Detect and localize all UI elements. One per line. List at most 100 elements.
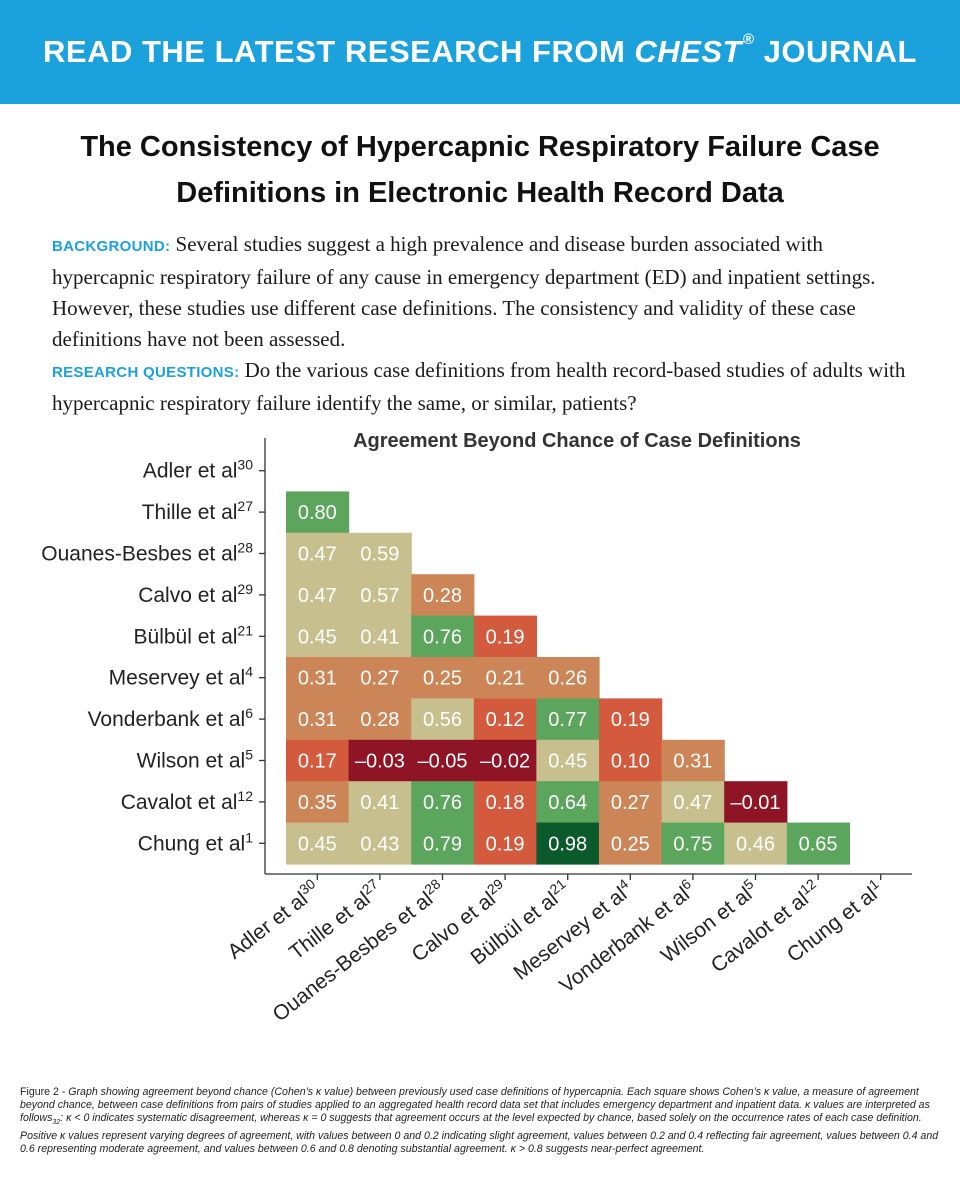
cell-value-label: 0.35 xyxy=(298,792,337,814)
heatmap-cell-8-6 xyxy=(661,781,725,824)
chart-title: Agreement Beyond Chance of Case Definiti… xyxy=(353,430,801,452)
cell-value-label: 0.26 xyxy=(548,668,587,690)
heatmap-cell-5-2 xyxy=(411,657,475,699)
heatmap-cell-9-3 xyxy=(473,822,537,865)
banner-headline: READ THE LATEST RESEARCH FROM CHEST® JOU… xyxy=(0,0,960,104)
cell-value-label: 0.45 xyxy=(298,833,337,855)
cell-value-label: 0.45 xyxy=(298,626,337,648)
cell-value-label: 0.57 xyxy=(360,585,399,607)
cell-value-label: 0.56 xyxy=(423,709,462,731)
heatmap-cell-5-1 xyxy=(348,657,412,699)
heatmap-cell-5-4 xyxy=(536,657,600,699)
heatmap-cell-4-1 xyxy=(348,615,412,658)
caption-ref: 32 xyxy=(52,1119,61,1127)
cell-value-label: –0.03 xyxy=(355,751,405,773)
cell-value-label: 0.45 xyxy=(548,751,587,773)
cell-value-label: 0.47 xyxy=(298,544,337,566)
cell-value-label: 0.80 xyxy=(298,502,337,524)
heatmap-cell-8-7 xyxy=(724,781,788,824)
heatmap-cell-7-4 xyxy=(536,739,600,782)
heatmap-cell-8-4 xyxy=(536,781,600,824)
cell-value-label: 0.77 xyxy=(548,709,587,731)
heatmap-cell-5-3 xyxy=(473,657,537,699)
cell-value-label: 0.12 xyxy=(486,709,525,731)
heatmap-cell-3-0 xyxy=(286,574,350,617)
research-questions-label: RESEARCH QUESTIONS: xyxy=(52,364,240,381)
y-tick-label: Thille et al27 xyxy=(142,498,254,524)
heatmap-cell-6-5 xyxy=(599,698,663,741)
heatmap-cell-5-0 xyxy=(286,657,350,699)
cell-value-label: 0.59 xyxy=(360,544,399,566)
y-tick-label: Bülbül et al21 xyxy=(134,622,254,648)
cell-value-label: 0.18 xyxy=(486,792,525,814)
heatmap-cell-7-6 xyxy=(661,739,725,782)
heatmap-cell-4-3 xyxy=(473,615,537,658)
cell-value-label: 0.25 xyxy=(611,833,650,855)
background-paragraph: BACKGROUND: Several studies suggest a hi… xyxy=(52,229,924,355)
cell-value-label: 0.28 xyxy=(423,585,462,607)
header-banner: READ THE LATEST RESEARCH FROM CHEST® JOU… xyxy=(0,0,960,104)
heatmap-cell-8-0 xyxy=(286,781,350,824)
heatmap-cell-8-3 xyxy=(473,781,537,824)
y-tick-label: Wilson et al5 xyxy=(137,747,254,773)
cell-value-label: 0.76 xyxy=(423,792,462,814)
background-label: BACKGROUND: xyxy=(52,238,171,255)
cell-value-label: 0.27 xyxy=(360,668,399,690)
heatmap-cell-6-2 xyxy=(411,698,475,741)
cell-value-label: 0.10 xyxy=(611,751,650,773)
y-tick-label: Ouanes-Besbes et al28 xyxy=(41,540,253,566)
cell-value-label: 0.28 xyxy=(360,709,399,731)
cell-value-label: 0.43 xyxy=(360,833,399,855)
cell-value-label: –0.05 xyxy=(417,751,467,773)
research-questions-paragraph: RESEARCH QUESTIONS: Do the various case … xyxy=(52,355,924,419)
heatmap-cell-7-5 xyxy=(599,739,663,782)
cell-value-label: –0.01 xyxy=(730,792,780,814)
y-tick-label: Calvo et al29 xyxy=(138,581,253,607)
heatmap-cell-9-8 xyxy=(786,822,850,865)
heatmap-cells: 0.80 0.47 0.59 0.47 0.57 0.28 0.45 0.41 0.76 0.19… xyxy=(286,491,850,865)
cell-value-label: 0.25 xyxy=(423,668,462,690)
cell-value-label: 0.46 xyxy=(736,833,775,855)
heatmap-cell-6-0 xyxy=(286,698,350,741)
y-tick-label: Meservey et al4 xyxy=(109,664,254,690)
cell-value-label: 0.47 xyxy=(673,792,712,814)
banner-journal-name: CHEST xyxy=(634,34,742,69)
y-tick-label: Adler et al30 xyxy=(143,457,253,483)
y-tick-label: Chung et al1 xyxy=(138,829,253,855)
heatmap-cell-9-6 xyxy=(661,822,725,865)
heatmap-cell-9-0 xyxy=(286,822,350,865)
registered-mark: ® xyxy=(742,31,755,48)
y-tick-label: Cavalot et al12 xyxy=(121,788,254,814)
cell-value-label: 0.64 xyxy=(548,792,587,814)
heatmap-cell-2-1 xyxy=(348,532,412,575)
cell-value-label: 0.76 xyxy=(423,626,462,648)
heatmap-cell-4-0 xyxy=(286,615,350,658)
heatmap-cell-7-1 xyxy=(348,739,412,782)
banner-text-part1: READ THE LATEST RESEARCH FROM xyxy=(43,34,635,69)
heatmap-cell-3-2 xyxy=(411,574,475,617)
heatmap-cell-2-0 xyxy=(286,532,350,575)
research-questions-text: Do the various case definitions from hea… xyxy=(52,358,906,415)
y-tick-label: Vonderbank et al6 xyxy=(88,705,254,731)
cell-value-label: 0.19 xyxy=(611,709,650,731)
cell-value-label: 0.65 xyxy=(799,833,838,855)
cell-value-label: 0.31 xyxy=(298,709,337,731)
heatmap-cell-7-0 xyxy=(286,739,350,782)
heatmap-cell-7-3 xyxy=(473,739,537,782)
cell-value-label: 0.17 xyxy=(298,751,337,773)
heatmap-cell-9-2 xyxy=(411,822,475,865)
article-title: The Consistency of Hypercapnic Respirato… xyxy=(80,131,880,209)
caption-text-a: Graph showing agreement beyond chance (C… xyxy=(20,1086,930,1125)
cell-value-label: 0.27 xyxy=(611,792,650,814)
cell-value-label: 0.41 xyxy=(360,626,399,648)
heatmap-cell-7-2 xyxy=(411,739,475,782)
caption-figure-label: Figure 2 - xyxy=(20,1086,69,1098)
cell-value-label: 0.19 xyxy=(486,833,525,855)
cell-value-label: 0.19 xyxy=(486,626,525,648)
cell-value-label: 0.41 xyxy=(360,792,399,814)
cell-value-label: 0.31 xyxy=(298,668,337,690)
heatmap-cell-6-1 xyxy=(348,698,412,741)
heatmap-cell-3-1 xyxy=(348,574,412,617)
cell-value-label: 0.31 xyxy=(673,751,712,773)
heatmap-cell-8-5 xyxy=(599,781,663,824)
